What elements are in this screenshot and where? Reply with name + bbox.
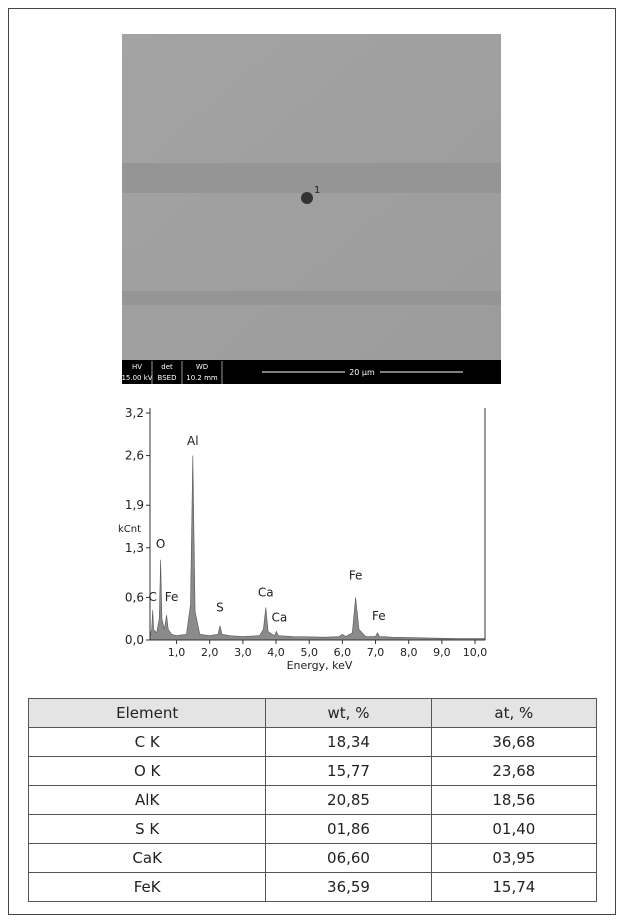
peak-label: C — [148, 590, 156, 604]
x-tick-label: 6,0 — [334, 646, 352, 659]
y-tick-label: 1,3 — [125, 541, 144, 555]
body-row: AlK 20,85 18,56 — [27, 785, 598, 815]
sem-band — [122, 163, 501, 193]
x-tick-label: 4,0 — [267, 646, 285, 659]
composition-table: Element wt, % at, % C K 18,34 36,68 O K 15,77 23… — [27, 698, 598, 902]
body-row: O K 15,77 23,68 — [27, 756, 598, 786]
table-cell: FeK — [27, 872, 267, 902]
header-cell: Element — [27, 698, 267, 728]
table-cell: 03,95 — [430, 843, 598, 873]
table-cell: 15,77 — [265, 756, 432, 786]
y-tick-label: 1,9 — [125, 498, 144, 512]
x-tick-label: 10,0 — [463, 646, 488, 659]
y-tick-label: 0,6 — [125, 590, 144, 604]
table-cell: 15,74 — [430, 872, 598, 902]
x-axis-label: Energy, keV — [287, 659, 353, 672]
scale-bar-label: 20 µm — [349, 368, 375, 377]
x-tick-label: 1,0 — [168, 646, 186, 659]
sem-info-name: HV — [132, 363, 142, 371]
y-axis-label: kCnt — [118, 524, 141, 535]
table-cell: 20,85 — [265, 785, 432, 815]
table-cell: 01,40 — [430, 814, 598, 844]
header-cell: at, % — [430, 698, 598, 728]
x-tick-label: 5,0 — [300, 646, 318, 659]
y-tick-label: 3,2 — [125, 406, 144, 420]
peak-label: Fe — [349, 569, 363, 583]
body-row: S K 01,86 01,40 — [27, 814, 598, 844]
sem-info-value: 15.00 kV — [121, 374, 152, 382]
table-cell: S K — [27, 814, 267, 844]
peak-label: Ca — [258, 586, 274, 600]
table-cell: 18,56 — [430, 785, 598, 815]
body-row: CaK 06,60 03,95 — [27, 843, 598, 873]
peak-label: S — [216, 601, 224, 615]
y-tick-label: 2,6 — [125, 449, 144, 463]
x-tick-label: 7,0 — [367, 646, 385, 659]
table-cell: AlK — [27, 785, 267, 815]
table-cell: 06,60 — [265, 843, 432, 873]
table-cell: 36,68 — [430, 727, 598, 757]
spectrum-chart: 0,0 0,6 1,3 1,9 2,6 3,2 1,0 2,0 3,0 4,0 5,0 6,0 7,0 8… — [118, 406, 487, 672]
body-row: C K 18,34 36,68 — [27, 727, 598, 757]
x-tick-label: 2,0 — [201, 646, 219, 659]
header-cell: wt, % — [265, 698, 432, 728]
spectrum-area — [149, 455, 486, 641]
head: Element wt, % at, % — [27, 698, 598, 728]
table-cell: C K — [27, 727, 267, 757]
table-cell: 01,86 — [265, 814, 432, 844]
peak-label: Fe — [165, 590, 179, 604]
sem-info-value: 10.2 mm — [186, 374, 218, 382]
sem-particle — [301, 192, 313, 204]
body-row: FeK 36,59 15,74 — [27, 872, 598, 902]
y-tick-label: 0,0 — [125, 633, 144, 647]
x-tick-label: 3,0 — [234, 646, 252, 659]
x-tick-label: 8,0 — [400, 646, 418, 659]
table-cell: O K — [27, 756, 267, 786]
peak-label: Ca — [271, 611, 287, 625]
sem-info-name: WD — [196, 363, 208, 371]
sem-band — [122, 291, 501, 305]
table-cell: CaK — [27, 843, 267, 873]
sem-info-name: det — [161, 363, 173, 371]
peak-label: Al — [187, 434, 199, 448]
figure-frame — [8, 8, 616, 915]
table-cell: 23,68 — [430, 756, 598, 786]
sem-marker: 1 — [314, 185, 320, 196]
sem-info-value: BSED — [158, 374, 177, 382]
peak-label: O — [156, 537, 165, 551]
table-cell: 18,34 — [265, 727, 432, 757]
table-cell: 36,59 — [265, 872, 432, 902]
peak-label: Fe — [372, 609, 386, 623]
sem-image: 1 HV 15.00 kV det BSED WD 10.2 mm 20 µm — [121, 34, 501, 384]
x-tick-label: 9,0 — [433, 646, 451, 659]
